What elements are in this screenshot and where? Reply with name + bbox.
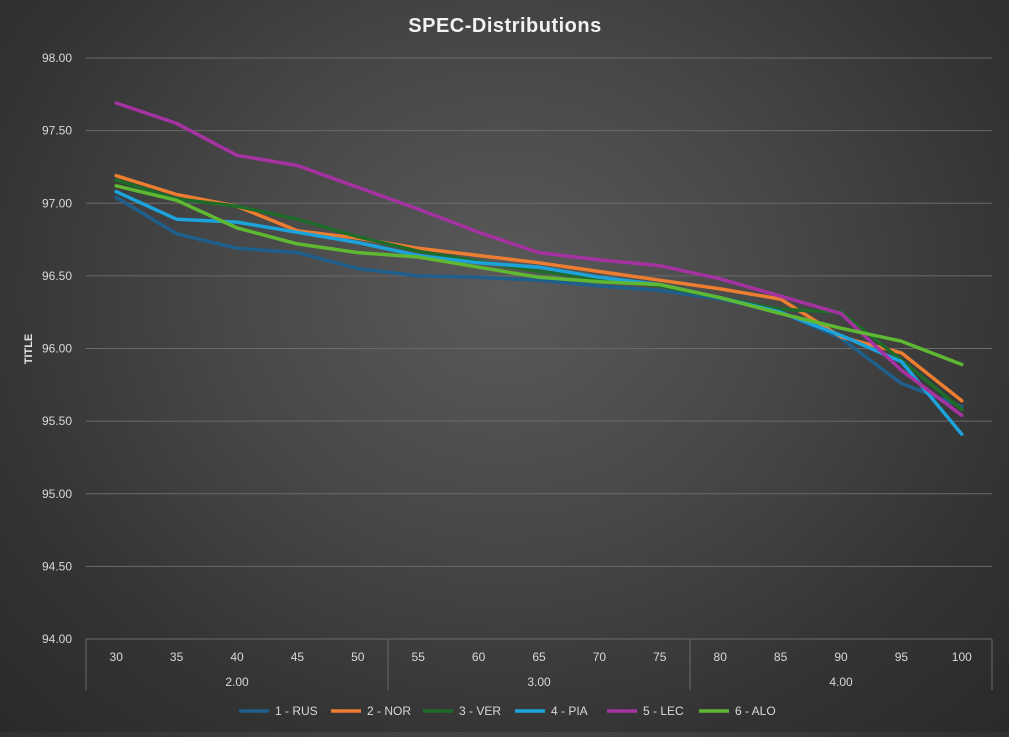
x-tick-label: 85: [774, 650, 788, 664]
y-tick-label: 95.50: [42, 414, 72, 428]
legend-item: 3 - VER: [423, 704, 501, 718]
series-lines: [114, 101, 964, 436]
x-tick-label: 35: [170, 650, 184, 664]
series-line-1-rus: [114, 195, 964, 409]
x-tick-label: 75: [653, 650, 667, 664]
legend-label: 3 - VER: [459, 704, 501, 718]
x-tick-label: 90: [834, 650, 848, 664]
y-tick-label: 95.00: [42, 487, 72, 501]
x-tick-label: 30: [110, 650, 124, 664]
legend-label: 5 - LEC: [643, 704, 684, 718]
series-line-2-nor: [114, 173, 964, 403]
y-tick-label: 96.00: [42, 342, 72, 356]
series-line-5-lec: [114, 101, 964, 418]
x-tick-label: 45: [291, 650, 305, 664]
y-tick-label: 98.00: [42, 51, 72, 65]
legend-item: 2 - NOR: [331, 704, 411, 718]
legend-label: 1 - RUS: [275, 704, 318, 718]
y-tick-label: 97.00: [42, 196, 72, 210]
y-axis-label: TITLE: [23, 334, 35, 365]
x-tick-label: 50: [351, 650, 365, 664]
x-tick-label: 95: [895, 650, 909, 664]
legend: 1 - RUS 2 - NOR 3 - VER 4 - PIA 5 - LEC 6 - A…: [239, 704, 776, 718]
legend-item: 5 - LEC: [607, 704, 684, 718]
legend-item: 6 - ALO: [699, 704, 776, 718]
x-tick-label: 65: [532, 650, 546, 664]
y-tick-label: 94.50: [42, 559, 72, 573]
y-tick-label: 97.50: [42, 124, 72, 138]
y-tick-label: 94.00: [42, 632, 72, 646]
y-axis-ticks: 94.00 94.50 95.00 95.50 96.00 96.50 97.00 97.50…: [42, 51, 72, 646]
y-tick-label: 96.50: [42, 269, 72, 283]
legend-label: 2 - NOR: [367, 704, 411, 718]
series-line-4-pia: [114, 189, 964, 436]
series-line-3-ver: [114, 178, 964, 412]
x-tick-label: 70: [593, 650, 607, 664]
x-axis: 30 35 40 45 50 55 60 65 70 75 80 85 90 95 100 2.00 3.00 4…: [85, 639, 993, 690]
chart-title: SPEC-Distributions: [408, 15, 601, 37]
x-group-label: 3.00: [527, 675, 551, 689]
x-tick-label: 60: [472, 650, 486, 664]
legend-label: 6 - ALO: [735, 704, 776, 718]
x-tick-label: 55: [412, 650, 426, 664]
x-group-label: 4.00: [829, 675, 853, 689]
legend-label: 4 - PIA: [551, 704, 588, 718]
legend-item: 1 - RUS: [239, 704, 318, 718]
x-tick-label: 80: [714, 650, 728, 664]
x-tick-label: 40: [230, 650, 244, 664]
x-tick-label: 100: [952, 650, 972, 664]
legend-item: 4 - PIA: [515, 704, 588, 718]
series-line-6-alo: [114, 184, 964, 367]
x-group-label: 2.00: [225, 675, 249, 689]
